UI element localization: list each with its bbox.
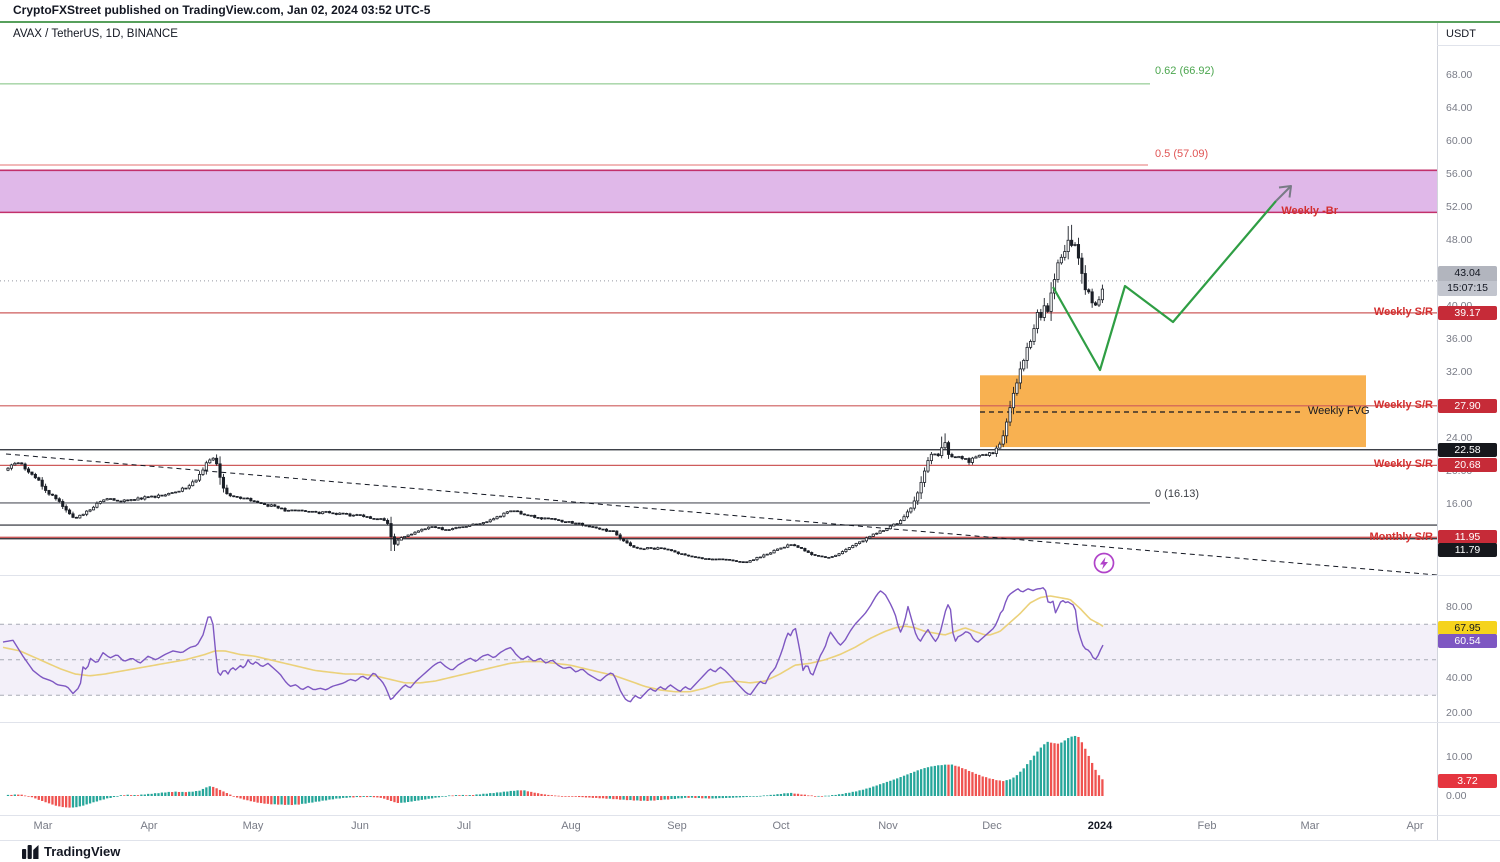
time-axis-month-label[interactable]: Dec bbox=[982, 820, 1002, 832]
time-axis-year-label[interactable]: 2024 bbox=[1087, 820, 1113, 832]
axis-currency-label: USDT bbox=[1446, 28, 1476, 40]
last-price-value: 43.04 bbox=[1454, 266, 1481, 279]
hist-axis-label: 10.00 bbox=[1446, 751, 1473, 763]
rsi-ma-line bbox=[2, 595, 1104, 693]
pane-divider-hist[interactable] bbox=[0, 722, 1500, 723]
price-axis-label: 16.00 bbox=[1446, 498, 1473, 510]
time-axis-month-label[interactable]: Oct bbox=[772, 820, 790, 832]
time-axis-month-label[interactable]: Sep bbox=[667, 820, 687, 832]
axis-value-badge: 60.54 bbox=[1438, 634, 1497, 649]
time-axis-month-label[interactable]: Feb bbox=[1197, 820, 1217, 832]
axis-value-badge: 3.72 bbox=[1438, 774, 1497, 789]
chart-annotation: Monthly S/R bbox=[1369, 530, 1433, 543]
chart-annotation: Weekly -Br bbox=[1281, 205, 1338, 218]
tradingview-logo-icon[interactable] bbox=[22, 845, 39, 859]
price-axis-label: 56.00 bbox=[1446, 168, 1473, 180]
fvg-box-weekly[interactable] bbox=[980, 375, 1366, 448]
supply-zone-weekly-br[interactable] bbox=[0, 169, 1437, 214]
time-axis-month-label[interactable]: Apr bbox=[140, 820, 158, 832]
last-price-badge: 43.04 15:07:15 bbox=[1438, 265, 1497, 296]
axis-divider bbox=[1437, 45, 1500, 46]
rsi-axis-label: 40.00 bbox=[1446, 671, 1473, 684]
price-axis-panel[interactable] bbox=[1437, 22, 1500, 840]
lightning-marker-icon[interactable] bbox=[1093, 552, 1115, 574]
symbol-title[interactable]: AVAX / TetherUS, 1D, BINANCE bbox=[13, 28, 178, 40]
time-axis-month-label[interactable]: Mar bbox=[33, 820, 53, 832]
attribution-text: CryptoFXStreet published on TradingView.… bbox=[13, 3, 431, 17]
axis-value-badge: 11.79 bbox=[1438, 542, 1497, 557]
time-axis-month-label[interactable]: May bbox=[242, 820, 264, 832]
time-axis-month-label[interactable]: Apr bbox=[1406, 820, 1424, 832]
horizontal-levels[interactable] bbox=[0, 83, 1437, 540]
time-axis-month-label[interactable]: Nov bbox=[878, 820, 898, 832]
time-axis-month-label[interactable]: Jul bbox=[456, 820, 472, 832]
axis-value-badge: 67.95 bbox=[1438, 620, 1497, 635]
chart-annotation: Weekly FVG bbox=[1308, 405, 1370, 417]
chart-annotation: 0.5 (57.09) bbox=[1155, 148, 1209, 160]
chart-annotation: 0 (16.13) bbox=[1155, 488, 1200, 500]
rsi-pane[interactable] bbox=[0, 587, 1437, 703]
footer-brand[interactable]: TradingView bbox=[44, 844, 121, 859]
price-axis-label: 36.00 bbox=[1446, 333, 1473, 345]
price-axis-label: 52.00 bbox=[1446, 201, 1473, 213]
projection-arrow-drawing[interactable] bbox=[1052, 185, 1292, 372]
axis-value-badge: 11.95 bbox=[1438, 530, 1497, 545]
time-axis-month-label[interactable]: Mar bbox=[1300, 820, 1320, 832]
rsi-axis-label: 20.00 bbox=[1446, 707, 1473, 720]
axis-value-badge: 27.90 bbox=[1438, 398, 1497, 413]
chart-annotation: Weekly S/R bbox=[1373, 398, 1433, 411]
bar-countdown: 15:07:15 bbox=[1438, 280, 1497, 296]
rsi-line bbox=[2, 587, 1104, 703]
price-axis-label: 68.00 bbox=[1446, 69, 1473, 81]
axis-value-badge: 39.17 bbox=[1438, 305, 1497, 320]
rsi-axis-label: 80.00 bbox=[1446, 600, 1473, 613]
time-axis-month-label[interactable]: Aug bbox=[561, 820, 581, 832]
header-divider bbox=[0, 21, 1500, 23]
chart-annotation: Weekly S/R bbox=[1373, 305, 1433, 318]
axis-value-badge: 20.68 bbox=[1438, 458, 1497, 473]
price-axis-label: 48.00 bbox=[1446, 234, 1473, 246]
candlestick-series[interactable] bbox=[6, 224, 1104, 564]
chart-annotation: Weekly S/R bbox=[1373, 458, 1433, 471]
chart-canvas[interactable] bbox=[0, 0, 1500, 840]
footer-bar bbox=[0, 840, 1500, 862]
hist-axis-label: 0.00 bbox=[1446, 790, 1467, 802]
price-axis-label: 64.00 bbox=[1446, 102, 1473, 114]
chart-annotation: 0.62 (66.92) bbox=[1155, 65, 1215, 77]
price-axis-label: 32.00 bbox=[1446, 366, 1473, 378]
time-axis-divider bbox=[0, 815, 1500, 816]
pane-divider-rsi[interactable] bbox=[0, 575, 1500, 576]
axis-value-badge: 22.58 bbox=[1438, 442, 1497, 457]
time-axis-month-label[interactable]: Jun bbox=[351, 820, 369, 832]
price-axis-label: 24.00 bbox=[1446, 432, 1473, 444]
histogram-pane[interactable] bbox=[6, 735, 1104, 808]
price-axis-label: 60.00 bbox=[1446, 135, 1473, 147]
